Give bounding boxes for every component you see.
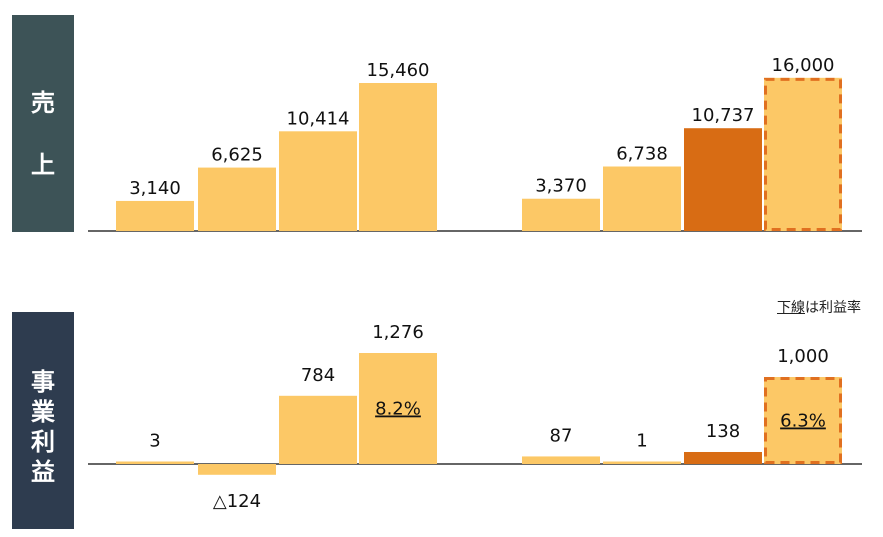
profit-label-char-2: 業 [31,398,55,426]
sales-value-label: 16,000 [772,55,835,76]
profit-label-char-1: 事 [31,368,55,396]
margin-note: 下線は利益率 [777,297,861,317]
profit-value-label: 784 [301,365,335,386]
sales-value-label: 6,625 [211,145,263,166]
profit-value-label: 1,000 [777,346,829,367]
profit-value-label: 3 [149,431,160,452]
sales-bar [522,198,600,231]
profit-value-label: 1 [636,431,647,452]
sales-label-char-1: 売 [31,89,55,117]
sales-bar [764,77,842,231]
profit-bar [116,461,194,464]
margin-note-underlined: 下線 [777,300,805,316]
sales-value-label: 10,414 [287,108,350,129]
profit-bar [684,451,762,464]
profit-label-char-3: 利 [31,428,55,456]
profit-bar [522,456,600,464]
profit-bar [603,461,681,464]
profit-value-label: 1,276 [372,322,424,343]
profit-value-label: 138 [706,421,740,442]
profit-margin-label: 8.2% [375,399,421,420]
profit-bar [764,377,842,464]
profit-forecast-border [764,377,842,464]
sales-bar [603,166,681,231]
sales-value-label: 3,370 [535,176,587,197]
profit-bar [359,353,437,464]
sales-label-panel: 売 上 [12,15,74,232]
profit-margin-label: 6.3% [780,411,826,432]
profit-bar [279,395,357,464]
sales-forecast-border [764,77,842,231]
sales-label-char-2: 上 [31,151,55,179]
sales-bar [359,83,437,231]
sales-bar [684,128,762,231]
sales-bar [198,167,276,231]
margin-note-rest: は利益率 [805,300,861,316]
profit-value-label: △124 [213,491,261,512]
profit-label-panel: 事 業 利 益 [12,312,74,529]
profit-value-label: 87 [550,425,573,446]
sales-bar [279,131,357,231]
sales-value-label: 3,140 [129,178,181,199]
profit-label-char-4: 益 [31,458,55,486]
sales-bar [116,200,194,231]
sales-value-label: 15,460 [367,60,430,81]
profit-bar [198,464,276,475]
sales-value-label: 10,737 [692,105,755,126]
sales-value-label: 6,738 [616,143,668,164]
